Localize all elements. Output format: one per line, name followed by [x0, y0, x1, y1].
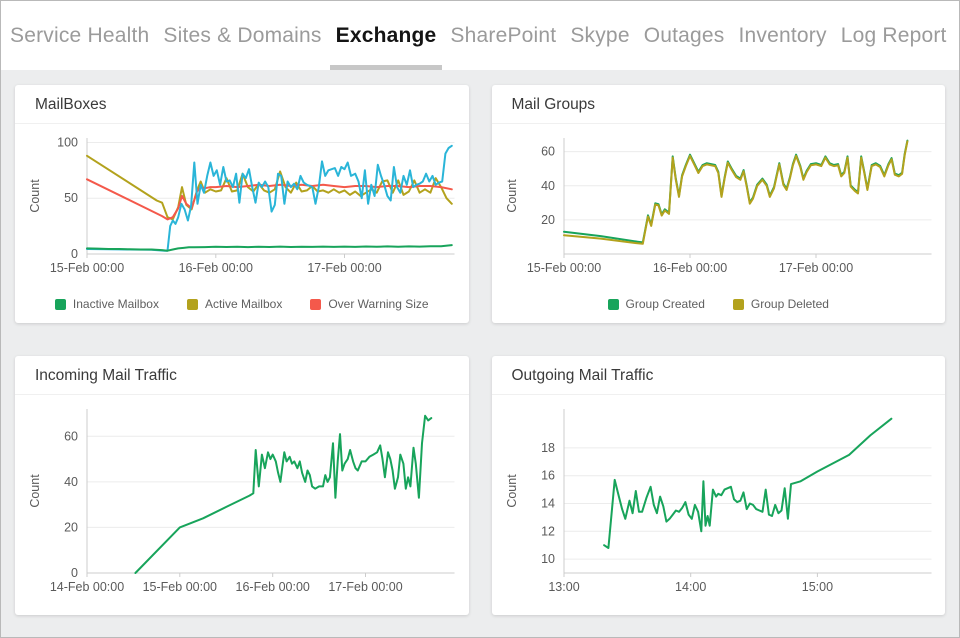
legend-label: Group Deleted: [750, 297, 829, 311]
svg-text:10: 10: [541, 552, 555, 566]
legend-label: Active Mailbox: [204, 297, 283, 311]
mailboxes-chart[interactable]: 0 50 100 15-Feb 00:00 16-Feb 00:00 17-Feb 00:…: [23, 128, 461, 278]
svg-text:0: 0: [71, 247, 78, 261]
svg-text:Count: Count: [505, 179, 519, 213]
legend-item-group-deleted[interactable]: Group Deleted: [732, 297, 829, 311]
svg-text:60: 60: [541, 145, 555, 159]
tab-bar: Service Health Sites & Domains Exchange Sha…: [1, 1, 959, 70]
svg-text:16-Feb 00:00: 16-Feb 00:00: [236, 580, 310, 594]
svg-text:14: 14: [541, 497, 555, 511]
svg-text:50: 50: [64, 191, 78, 205]
mailboxes-chart-area: 0 50 100 15-Feb 00:00 16-Feb 00:00 17-Feb 00:…: [15, 124, 469, 289]
incoming-mail-traffic-chart[interactable]: 0 20 40 60 14-Feb 00:00 15-Feb 00:00 16-Feb 00…: [23, 399, 461, 597]
svg-text:17-Feb 00:00: 17-Feb 00:00: [328, 580, 402, 594]
svg-text:100: 100: [57, 136, 78, 150]
svg-text:15:00: 15:00: [801, 580, 832, 594]
tab-sites-domains[interactable]: Sites & Domains: [163, 23, 322, 47]
legend-swatch-icon: [732, 298, 744, 310]
svg-text:15-Feb 00:00: 15-Feb 00:00: [50, 261, 124, 275]
incoming-mail-traffic-chart-area: 0 20 40 60 14-Feb 00:00 15-Feb 00:00 16-Feb 00…: [15, 395, 469, 615]
legend-swatch-icon: [54, 298, 66, 310]
svg-text:14-Feb 00:00: 14-Feb 00:00: [50, 580, 124, 594]
incoming-mail-traffic-card-title: Incoming Mail Traffic: [15, 356, 469, 395]
mailboxes-card: MailBoxes 0 50 100 15-Feb 00:00 16-Feb 00:00…: [15, 85, 469, 323]
incoming-mail-traffic-card: Incoming Mail Traffic 0 20 40 60 14-Feb 00:0…: [15, 356, 469, 615]
svg-text:14:00: 14:00: [675, 580, 706, 594]
svg-text:Count: Count: [28, 179, 42, 213]
tab-skype[interactable]: Skype: [570, 23, 630, 47]
outgoing-mail-traffic-card-title: Outgoing Mail Traffic: [491, 356, 945, 395]
legend-item-over-warning-size[interactable]: Over Warning Size: [310, 297, 429, 311]
legend-label: Over Warning Size: [328, 297, 429, 311]
svg-text:15-Feb 00:00: 15-Feb 00:00: [526, 261, 600, 275]
mail-groups-chart[interactable]: 20 40 60 15-Feb 00:00 16-Feb 00:00 17-Feb 00:…: [500, 128, 938, 278]
outgoing-mail-traffic-card: Outgoing Mail Traffic 10 12 14 16 18 13:00 14:…: [491, 356, 946, 615]
svg-text:16: 16: [541, 469, 555, 483]
outgoing-mail-traffic-chart-area: 10 12 14 16 18 13:00 14:00 15:00 Count: [492, 395, 946, 615]
legend-label: Group Created: [625, 297, 705, 311]
svg-text:16-Feb 00:00: 16-Feb 00:00: [652, 261, 726, 275]
svg-text:16-Feb 00:00: 16-Feb 00:00: [179, 261, 253, 275]
legend-swatch-icon: [310, 298, 322, 310]
legend-item-inactive-mailbox[interactable]: Inactive Mailbox: [54, 297, 159, 311]
svg-text:Count: Count: [505, 474, 519, 508]
mailboxes-legend: Inactive Mailbox Active Mailbox Over Warni…: [15, 289, 469, 323]
svg-text:17-Feb 00:00: 17-Feb 00:00: [307, 261, 381, 275]
mailboxes-card-title: MailBoxes: [15, 85, 469, 124]
svg-text:40: 40: [541, 179, 555, 193]
svg-text:17-Feb 00:00: 17-Feb 00:00: [778, 261, 852, 275]
tab-log-report[interactable]: Log Report: [840, 23, 947, 47]
outgoing-mail-traffic-chart[interactable]: 10 12 14 16 18 13:00 14:00 15:00 Count: [500, 399, 938, 597]
legend-swatch-icon: [186, 298, 198, 310]
mail-groups-legend: Group Created Group Deleted: [492, 289, 946, 323]
legend-item-active-mailbox[interactable]: Active Mailbox: [186, 297, 283, 311]
tab-service-health[interactable]: Service Health: [10, 23, 150, 47]
dashboard-content: MailBoxes 0 50 100 15-Feb 00:00 16-Feb 00:00…: [1, 70, 959, 615]
tab-inventory[interactable]: Inventory: [738, 23, 827, 47]
tab-sharepoint[interactable]: SharePoint: [450, 23, 557, 47]
svg-text:12: 12: [541, 524, 555, 538]
svg-text:40: 40: [64, 475, 78, 489]
svg-text:15-Feb 00:00: 15-Feb 00:00: [143, 580, 217, 594]
svg-text:20: 20: [64, 520, 78, 534]
svg-text:0: 0: [71, 566, 78, 580]
svg-text:13:00: 13:00: [548, 580, 579, 594]
svg-text:20: 20: [541, 213, 555, 227]
tab-outages[interactable]: Outages: [643, 23, 725, 47]
svg-text:18: 18: [541, 441, 555, 455]
mail-groups-card: Mail Groups 20 40 60 15-Feb 00:00 16-Feb 00:…: [491, 85, 946, 323]
mail-groups-card-title: Mail Groups: [491, 85, 945, 124]
tab-exchange[interactable]: Exchange: [329, 1, 444, 70]
legend-swatch-icon: [607, 298, 619, 310]
svg-text:Count: Count: [28, 474, 42, 508]
mail-groups-chart-area: 20 40 60 15-Feb 00:00 16-Feb 00:00 17-Feb 00:…: [492, 124, 946, 289]
legend-label: Inactive Mailbox: [72, 297, 159, 311]
legend-item-group-created[interactable]: Group Created: [607, 297, 705, 311]
svg-text:60: 60: [64, 429, 78, 443]
